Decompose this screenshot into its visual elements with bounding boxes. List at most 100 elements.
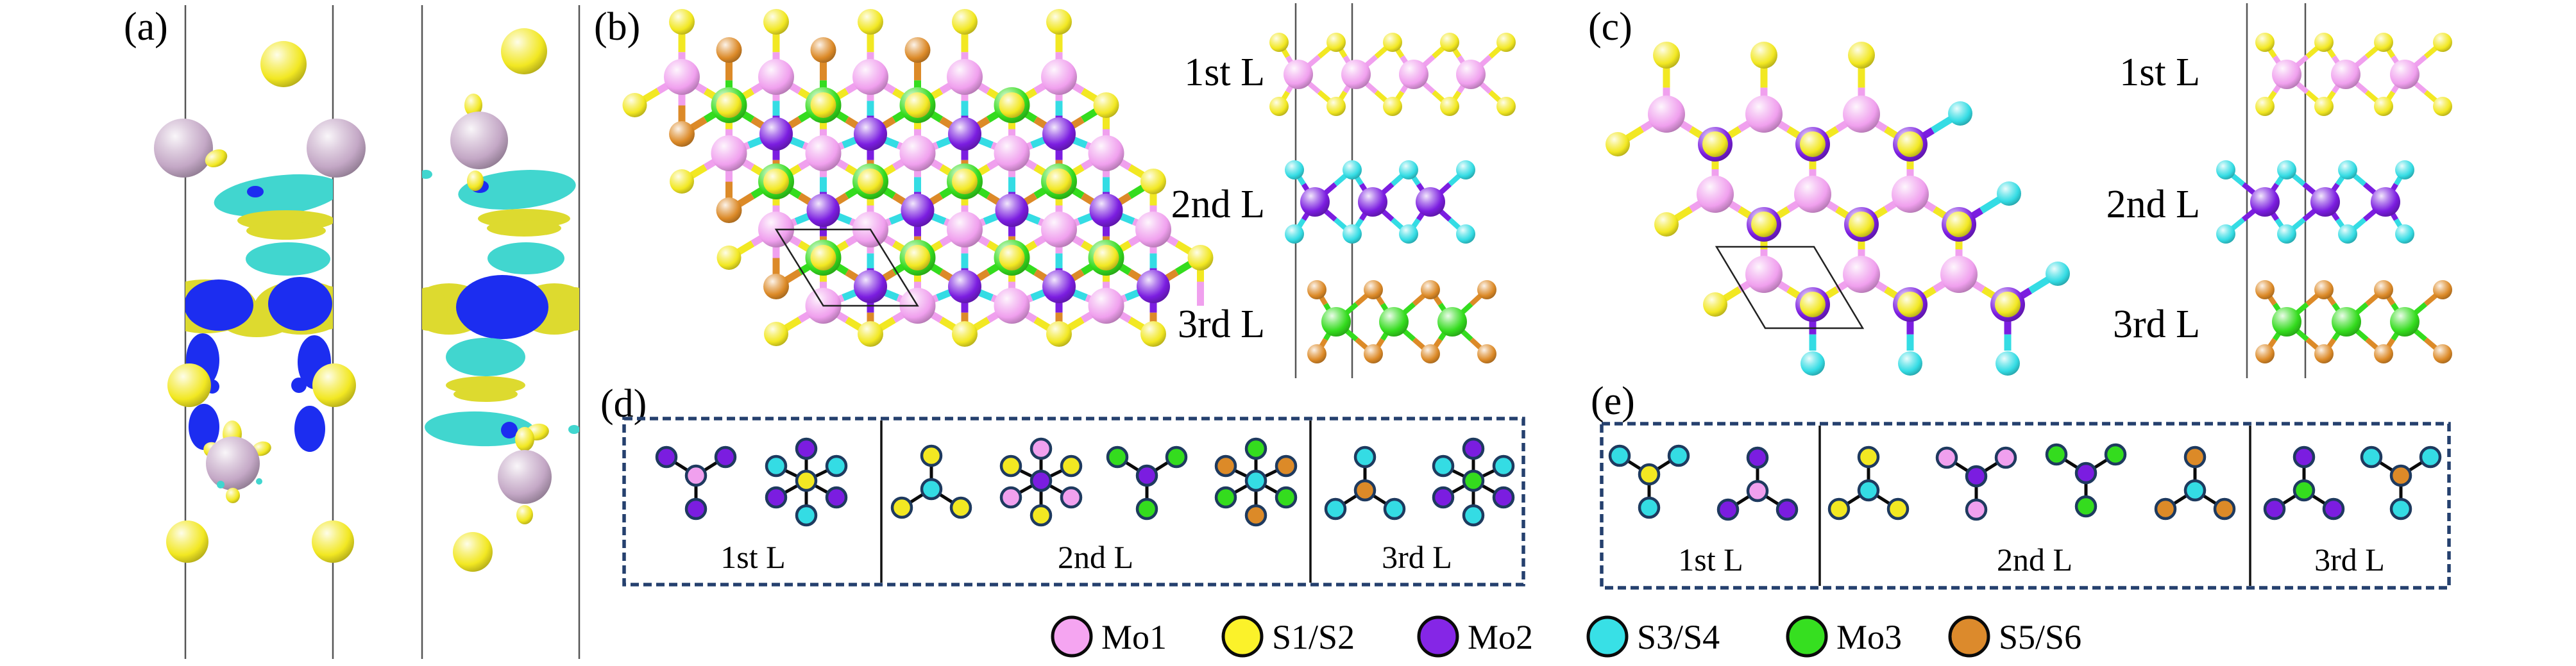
atom-mo1 <box>947 212 983 247</box>
atom-mo1 <box>1456 60 1486 89</box>
atom-s12 <box>1849 212 1874 237</box>
motif-y1up2down-s34 <box>1827 445 1910 520</box>
motif-star-s12 <box>765 437 848 527</box>
atom-mo1 <box>1088 135 1124 171</box>
atom-s12 <box>858 169 883 194</box>
isosurfaces-left <box>185 174 333 452</box>
atom-mo_side <box>307 119 366 178</box>
unit-cell-outline <box>774 228 919 307</box>
motif-node-mo2 <box>765 486 788 509</box>
motif-node-mo2 <box>1432 486 1455 509</box>
atom-s12 <box>1897 131 1923 157</box>
atom-s12 <box>669 9 695 35</box>
atom-s12 <box>1496 97 1516 116</box>
motif-node-mo2 <box>684 497 708 520</box>
motif-node-mo3 <box>2074 495 2097 518</box>
atom-s56 <box>1307 344 1326 363</box>
atom-s34 <box>1399 160 1418 179</box>
atom-s34 <box>1456 160 1475 179</box>
panel-b-label: (b) <box>594 5 640 49</box>
layer-label-1st: 1st L <box>2119 51 2200 94</box>
motif-node-mo3 <box>2045 443 2068 466</box>
atom-s12 <box>1046 321 1072 347</box>
atom-s12 <box>1654 212 1679 237</box>
atom-s34 <box>2395 160 2414 179</box>
atom-s12 <box>453 532 493 572</box>
motif-node-s12 <box>1857 445 1880 469</box>
motif-node-s56 <box>1244 504 1267 527</box>
panel-d: (d) 1st L 2nd L 3rd L <box>600 382 1525 587</box>
bond <box>842 136 858 149</box>
motif-node-s34 <box>2419 445 2442 469</box>
motif-node-s12 <box>890 496 913 519</box>
panel-c-label: (c) <box>1588 5 1632 49</box>
atom-s34 <box>1399 224 1418 244</box>
panel-c-side-views <box>2216 33 2452 363</box>
motif-node-s34 <box>1667 444 1690 467</box>
motif-node-mo1 <box>1060 486 1083 509</box>
atom-mo1 <box>2331 60 2360 89</box>
bond <box>930 212 947 225</box>
atom-s56 <box>669 121 695 147</box>
legend-label-mo3: Mo3 <box>1836 618 1902 656</box>
bond <box>883 288 899 301</box>
atom-s56 <box>1307 280 1326 299</box>
atom-s34 <box>2277 160 2296 179</box>
motif-node-mo2 <box>795 437 818 460</box>
layer-label-3rd: 3rd L <box>1178 303 1265 346</box>
motif-node-s56 <box>1275 454 1298 478</box>
atom-mo2 <box>2250 187 2280 217</box>
panel-a: (a) <box>124 5 580 659</box>
atom-s12 <box>716 246 741 270</box>
atom-s34 <box>1898 351 1922 376</box>
iso-blob-yellow <box>557 287 579 331</box>
layer-chain-mo2 <box>2216 160 2414 244</box>
section-label-3rd: 3rd L <box>2314 542 2385 578</box>
atom-mo3 <box>1321 307 1351 337</box>
atom-mo2 <box>948 270 981 303</box>
motif-node-mo1 <box>1965 498 1988 521</box>
panel-c: (c) 1st L 2nd L 3rd L <box>1588 3 2452 378</box>
motif-node-s34 <box>1608 444 1631 467</box>
atom-mo1 <box>1940 256 1978 293</box>
motif-y2up1down-mo2 <box>1935 446 2017 521</box>
atom-mo3 <box>1437 307 1467 337</box>
atom-s56 <box>2433 280 2452 299</box>
atom-s56 <box>2314 344 2334 363</box>
atom-lobe-s12 <box>515 427 534 451</box>
iso-blob-cyan <box>458 170 576 210</box>
atom-s12 <box>858 321 883 347</box>
motif-node-mo3 <box>2104 443 2127 466</box>
motif-center-s34 <box>920 478 943 501</box>
atom-s12 <box>999 92 1025 118</box>
atom-s34 <box>1948 101 1972 126</box>
motif-center-mo2 <box>1030 469 1053 492</box>
motif-star-mo3 <box>1432 437 1515 527</box>
motifs-d-group <box>655 437 1515 527</box>
bonds <box>632 22 1204 337</box>
motif-node-s34 <box>795 504 818 527</box>
atom-s12 <box>952 321 978 347</box>
atom-mo1 <box>1892 176 1929 213</box>
atom-s34 <box>1285 224 1304 244</box>
bond <box>1071 136 1088 149</box>
legend-item: Mo3 <box>1786 615 1902 658</box>
atom-mo1 <box>1041 59 1077 95</box>
atom-s12 <box>904 245 931 271</box>
atom-s12 <box>1383 33 1402 52</box>
bond <box>794 212 811 225</box>
motif-y1up2down-mo1 <box>1716 446 1799 521</box>
motif-node-s34 <box>1383 497 1406 520</box>
atom-s12 <box>501 28 547 74</box>
motif-node-mo3 <box>1106 445 1129 469</box>
motif-node-mo2 <box>2292 445 2316 469</box>
atom-s56 <box>904 37 931 63</box>
panel-e: (e) 1st L 2nd L 3rd L <box>1591 379 2451 590</box>
motif-y1up2down-s56 <box>1324 445 1406 520</box>
atom-s12 <box>1800 292 1826 317</box>
atom-s56 <box>2255 280 2275 299</box>
bond <box>788 136 805 149</box>
atom-mo1 <box>1745 256 1783 293</box>
atom-mo1 <box>1399 60 1428 89</box>
